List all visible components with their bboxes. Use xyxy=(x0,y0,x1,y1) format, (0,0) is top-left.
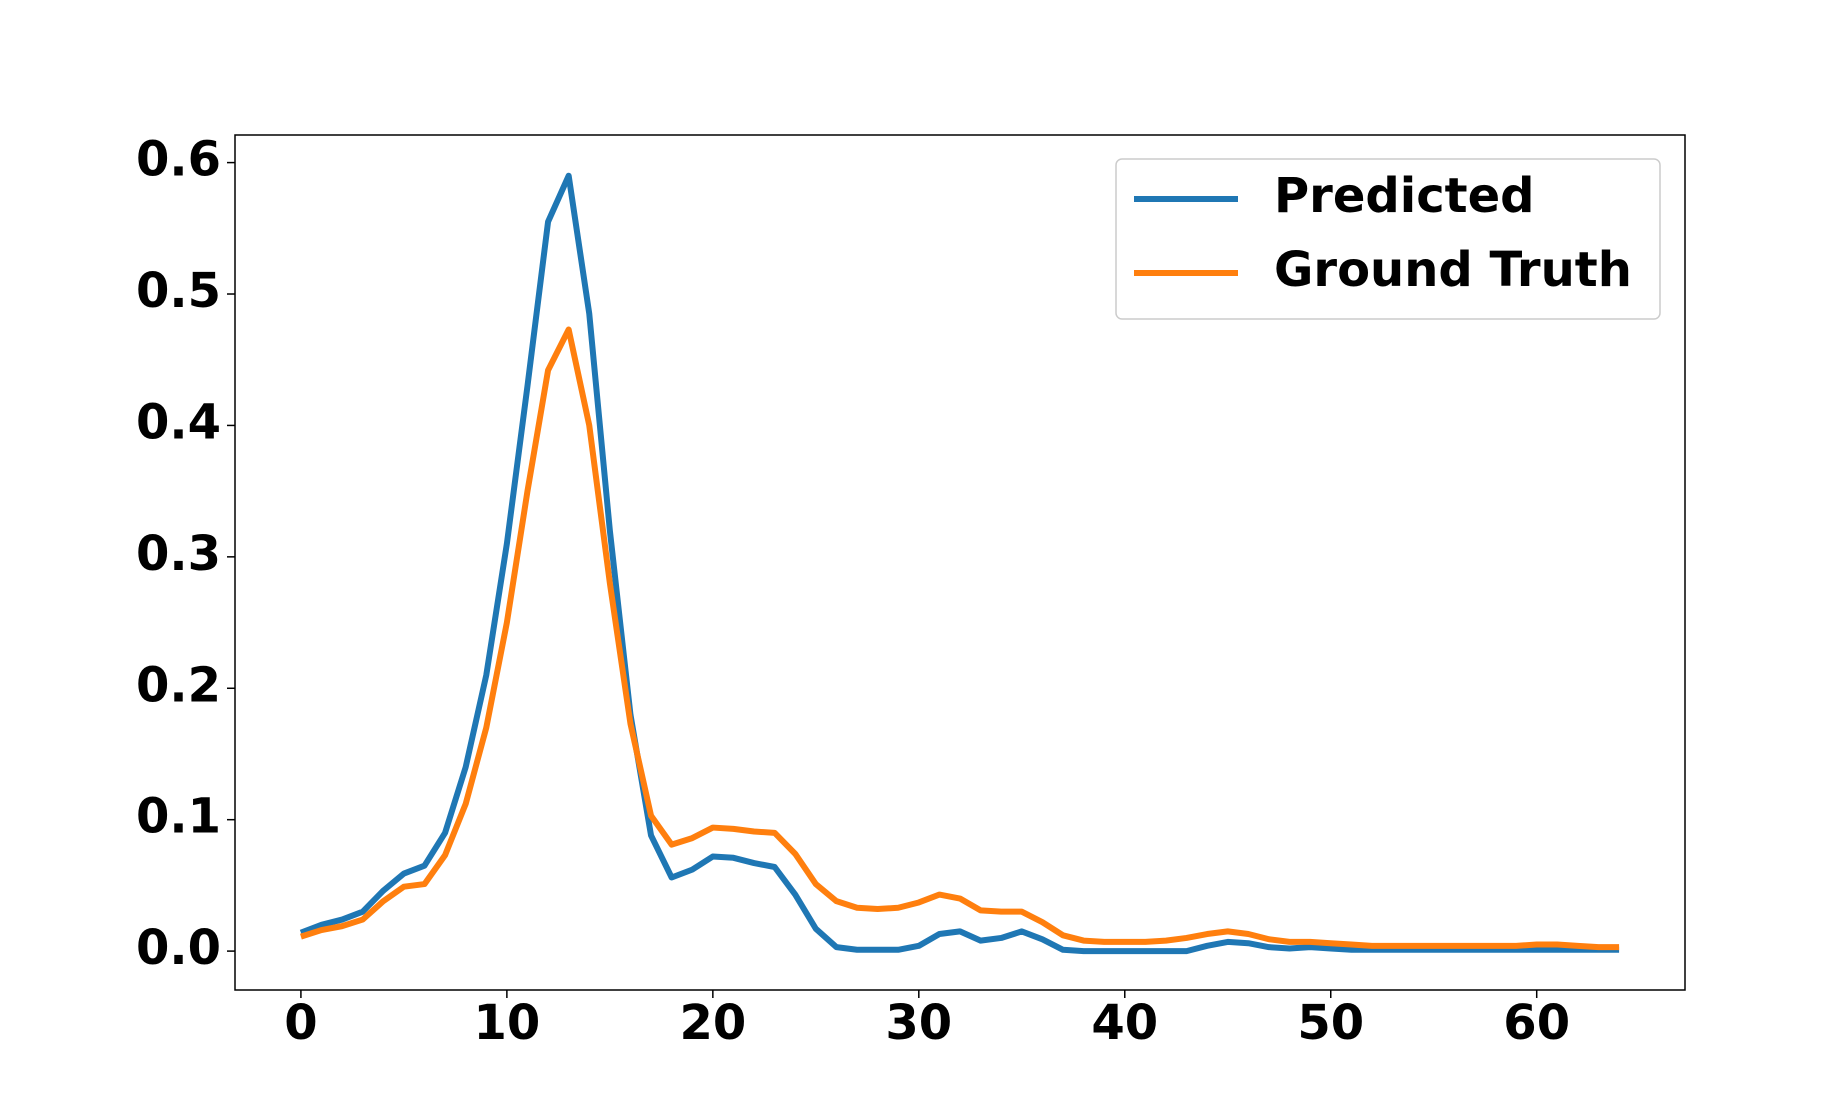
legend-label: Ground Truth xyxy=(1274,242,1632,298)
x-tick-label: 10 xyxy=(473,995,540,1051)
y-tick-label: 0.5 xyxy=(136,263,221,319)
line-series xyxy=(299,326,1620,951)
x-tick-label: 40 xyxy=(1091,995,1158,1051)
y-tick-label: 0.4 xyxy=(136,394,221,450)
legend-box xyxy=(1115,158,1661,320)
plot-frame xyxy=(234,134,1686,991)
x-tick-label: 20 xyxy=(679,995,746,1051)
x-tick-label: 50 xyxy=(1297,995,1364,1051)
legend-label: Predicted xyxy=(1274,168,1535,224)
y-tick-label: 0.3 xyxy=(136,526,221,582)
x-tick-label: 60 xyxy=(1503,995,1570,1051)
y-tick-label: 0.1 xyxy=(136,789,221,845)
x-tick-label: 0 xyxy=(284,995,317,1051)
line-series xyxy=(299,172,1620,955)
y-tick-label: 0.6 xyxy=(136,132,221,188)
y-tick-label: 0.0 xyxy=(136,920,221,976)
y-tick-label: 0.2 xyxy=(136,657,221,713)
x-tick-label: 30 xyxy=(885,995,952,1051)
